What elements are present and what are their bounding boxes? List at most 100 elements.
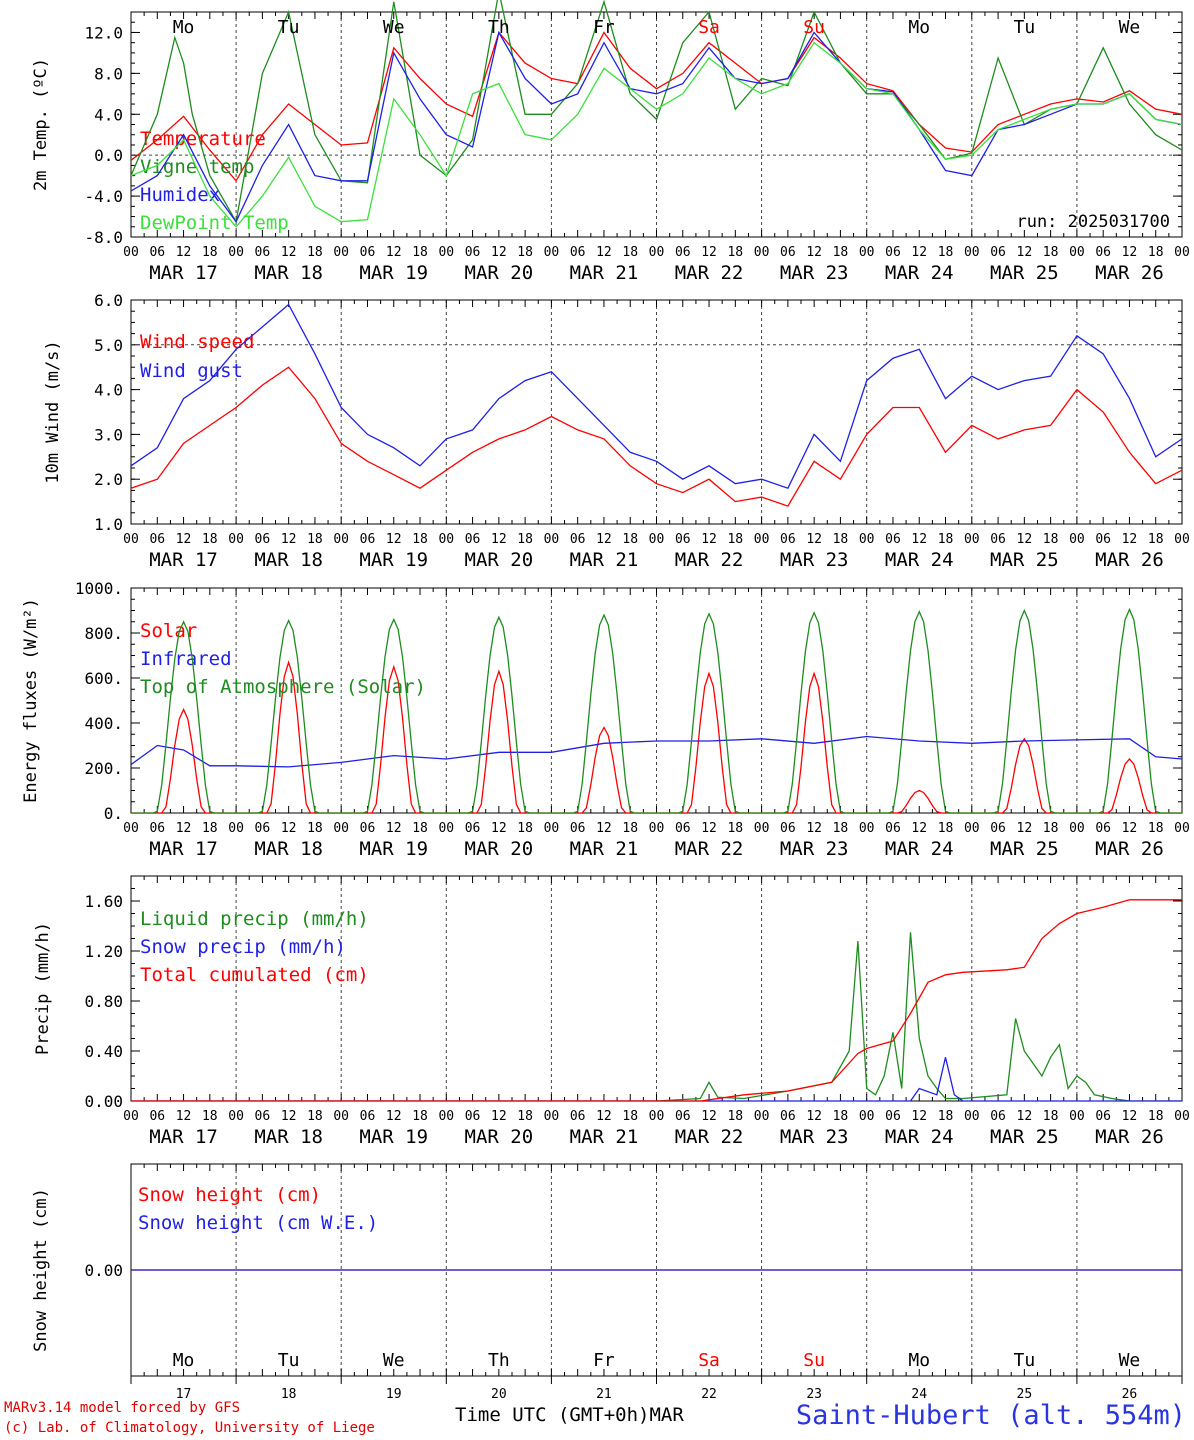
- y-tick-label: 800.: [84, 624, 123, 643]
- hour-tick-label: 12: [386, 821, 402, 836]
- hour-tick-label: 18: [202, 821, 218, 836]
- hour-tick-label: 00: [859, 532, 875, 547]
- hour-tick-label: 12: [1122, 532, 1138, 547]
- y-tick-label: 6.0: [94, 291, 123, 310]
- weekday-bottom: Sa: [698, 1350, 720, 1371]
- panel-snow: 0.00 Snow height (cm) Snow height (cm) Snow…: [31, 1163, 1183, 1377]
- y-tick-label: 0.80: [84, 992, 123, 1011]
- date-label: MAR 23: [780, 262, 849, 284]
- weekday-top: Tu: [1014, 17, 1036, 38]
- hour-tick-label: 00: [1174, 245, 1190, 260]
- date-label: MAR 17: [149, 262, 218, 284]
- hour-tick-label: 00: [544, 1109, 560, 1124]
- hour-tick-label: 06: [990, 1109, 1006, 1124]
- weekday-bottom: We: [1119, 1350, 1141, 1371]
- date-label: MAR 24: [885, 1126, 954, 1148]
- hour-tick-label: 00: [964, 821, 980, 836]
- month-label: MAR: [649, 1404, 684, 1426]
- y-tick-label: 1.20: [84, 942, 123, 961]
- hour-tick-label: 00: [1174, 1109, 1190, 1124]
- legend-vigne-temp: Vigne temp: [140, 156, 254, 178]
- hour-tick-label: 00: [859, 245, 875, 260]
- hour-tick-label: 12: [386, 1109, 402, 1124]
- hour-tick-label: 18: [938, 245, 954, 260]
- hour-tick-label: 18: [1043, 245, 1059, 260]
- legend-infrared: Infrared: [140, 648, 232, 670]
- date-label: MAR 19: [359, 262, 428, 284]
- date-label: MAR 20: [465, 549, 534, 571]
- hour-tick-label: 18: [412, 1109, 428, 1124]
- hour-tick-label: 00: [1069, 821, 1085, 836]
- hour-tick-label: 00: [228, 821, 244, 836]
- hour-tick-label: 18: [517, 821, 533, 836]
- hour-tick-label: 12: [806, 1109, 822, 1124]
- hour-tick-label: 00: [228, 1109, 244, 1124]
- day-number: 25: [1017, 1387, 1033, 1402]
- series-total-cumulated-cm-: [131, 899, 1182, 1101]
- y-tick-label: -4.0: [84, 187, 123, 206]
- hour-tick-label: 06: [885, 532, 901, 547]
- date-label: MAR 26: [1095, 549, 1164, 571]
- hour-tick-label: 18: [727, 532, 743, 547]
- hour-tick-label: 06: [990, 821, 1006, 836]
- series-vigne-temp: [131, 0, 1182, 224]
- hour-tick-label: 18: [517, 1109, 533, 1124]
- weekday-bottom: Tu: [278, 1350, 300, 1371]
- date-label: MAR 23: [780, 1126, 849, 1148]
- hour-tick-label: 06: [149, 821, 165, 836]
- y-tick-label: 3.0: [94, 425, 123, 444]
- hour-tick-label: 18: [307, 821, 323, 836]
- hour-tick-label: 00: [438, 1109, 454, 1124]
- y-tick-label: 400.: [84, 714, 123, 733]
- weekday-top: Mo: [908, 17, 930, 38]
- hour-tick-label: 18: [938, 1109, 954, 1124]
- hour-tick-label: 12: [1122, 245, 1138, 260]
- day-number: 24: [911, 1387, 927, 1402]
- hour-tick-label: 00: [1069, 1109, 1085, 1124]
- y-axis-title: 10m Wind (m/s): [43, 340, 63, 483]
- series-top-of-atmosphere-solar-: [131, 607, 1182, 813]
- hour-tick-label: 18: [833, 532, 849, 547]
- hour-tick-label: 00: [123, 245, 139, 260]
- legend-temperature: Temperature: [140, 128, 266, 150]
- hour-tick-label: 18: [202, 245, 218, 260]
- hour-tick-label: 00: [649, 1109, 665, 1124]
- y-tick-label: 1000.: [75, 579, 123, 598]
- hour-tick-label: 18: [938, 821, 954, 836]
- hour-tick-label: 12: [386, 245, 402, 260]
- weekday-top: Mo: [173, 17, 195, 38]
- copyright-credit: (c) Lab. of Climatology, University of L…: [4, 1420, 375, 1436]
- series-snow-precip-mm-h-: [131, 1057, 1182, 1101]
- series-humidex: [131, 30, 1182, 223]
- hour-tick-label: 18: [622, 1109, 638, 1124]
- hour-tick-label: 12: [281, 821, 297, 836]
- hour-tick-label: 00: [123, 821, 139, 836]
- date-label: MAR 21: [570, 262, 639, 284]
- panel-precip: 0.00 0.40 0.80 1.20 1.60 Precip (mm/h) Liquid …: [33, 875, 1190, 1148]
- hour-tick-label: 00: [1174, 821, 1190, 836]
- hour-tick-label: 06: [149, 245, 165, 260]
- legend-snow-height-cm-: Snow height (cm): [138, 1184, 321, 1206]
- date-label: MAR 17: [149, 1126, 218, 1148]
- hour-tick-label: 12: [176, 532, 192, 547]
- day-number: 17: [176, 1387, 192, 1402]
- legend-snow-height-cm-w-e-: Snow height (cm W.E.): [138, 1212, 378, 1234]
- date-label: MAR 25: [990, 1126, 1059, 1148]
- hour-tick-label: 18: [727, 1109, 743, 1124]
- weekday-top: Su: [803, 17, 825, 38]
- hour-tick-label: 06: [1095, 245, 1111, 260]
- hour-tick-label: 12: [176, 821, 192, 836]
- hour-tick-label: 12: [701, 245, 717, 260]
- y-tick-label: 12.0: [84, 23, 123, 42]
- hour-tick-label: 00: [649, 532, 665, 547]
- hour-tick-label: 12: [491, 532, 507, 547]
- hour-tick-label: 12: [596, 245, 612, 260]
- hour-tick-label: 00: [1174, 532, 1190, 547]
- hour-tick-label: 18: [307, 245, 323, 260]
- weekday-bottom: We: [383, 1350, 405, 1371]
- hour-tick-label: 06: [885, 821, 901, 836]
- hour-tick-label: 06: [1095, 1109, 1111, 1124]
- date-label: MAR 24: [885, 262, 954, 284]
- hour-tick-label: 00: [964, 245, 980, 260]
- legend-humidex: Humidex: [140, 184, 220, 206]
